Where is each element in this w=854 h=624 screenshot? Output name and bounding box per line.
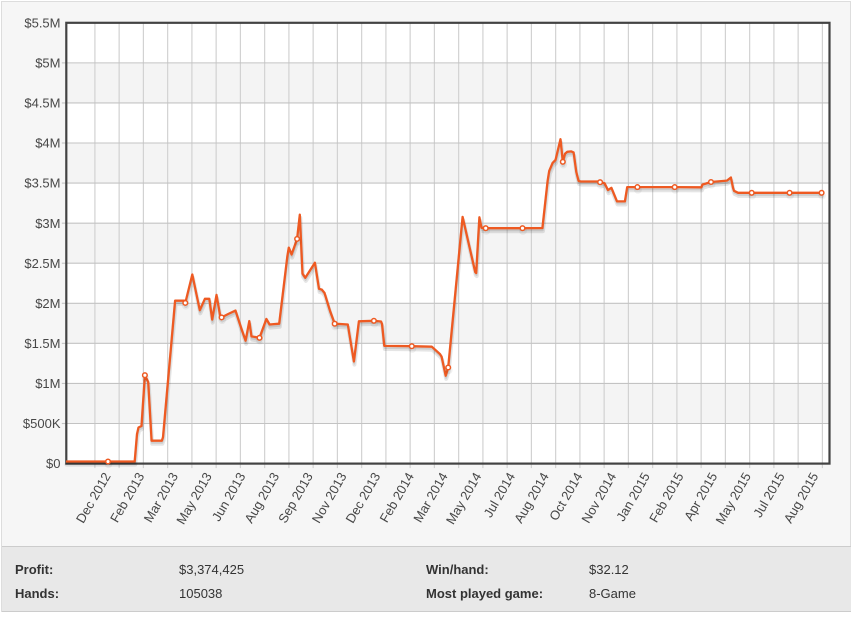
svg-text:Jul 2015: Jul 2015 — [750, 470, 788, 520]
svg-text:$1.5M: $1.5M — [24, 336, 60, 351]
svg-text:Jul 2014: Jul 2014 — [481, 470, 519, 520]
svg-text:$4.5M: $4.5M — [24, 96, 60, 111]
svg-text:$4M: $4M — [35, 136, 60, 151]
svg-text:$500K: $500K — [23, 416, 61, 431]
svg-text:$5M: $5M — [35, 56, 60, 71]
svg-text:$2.5M: $2.5M — [24, 256, 60, 271]
svg-text:$5.5M: $5.5M — [24, 15, 60, 30]
svg-text:$3.5M: $3.5M — [24, 176, 60, 191]
svg-text:$3M: $3M — [35, 216, 60, 231]
svg-text:$0: $0 — [46, 456, 60, 471]
svg-text:$2M: $2M — [35, 296, 60, 311]
svg-text:$1M: $1M — [35, 376, 60, 391]
